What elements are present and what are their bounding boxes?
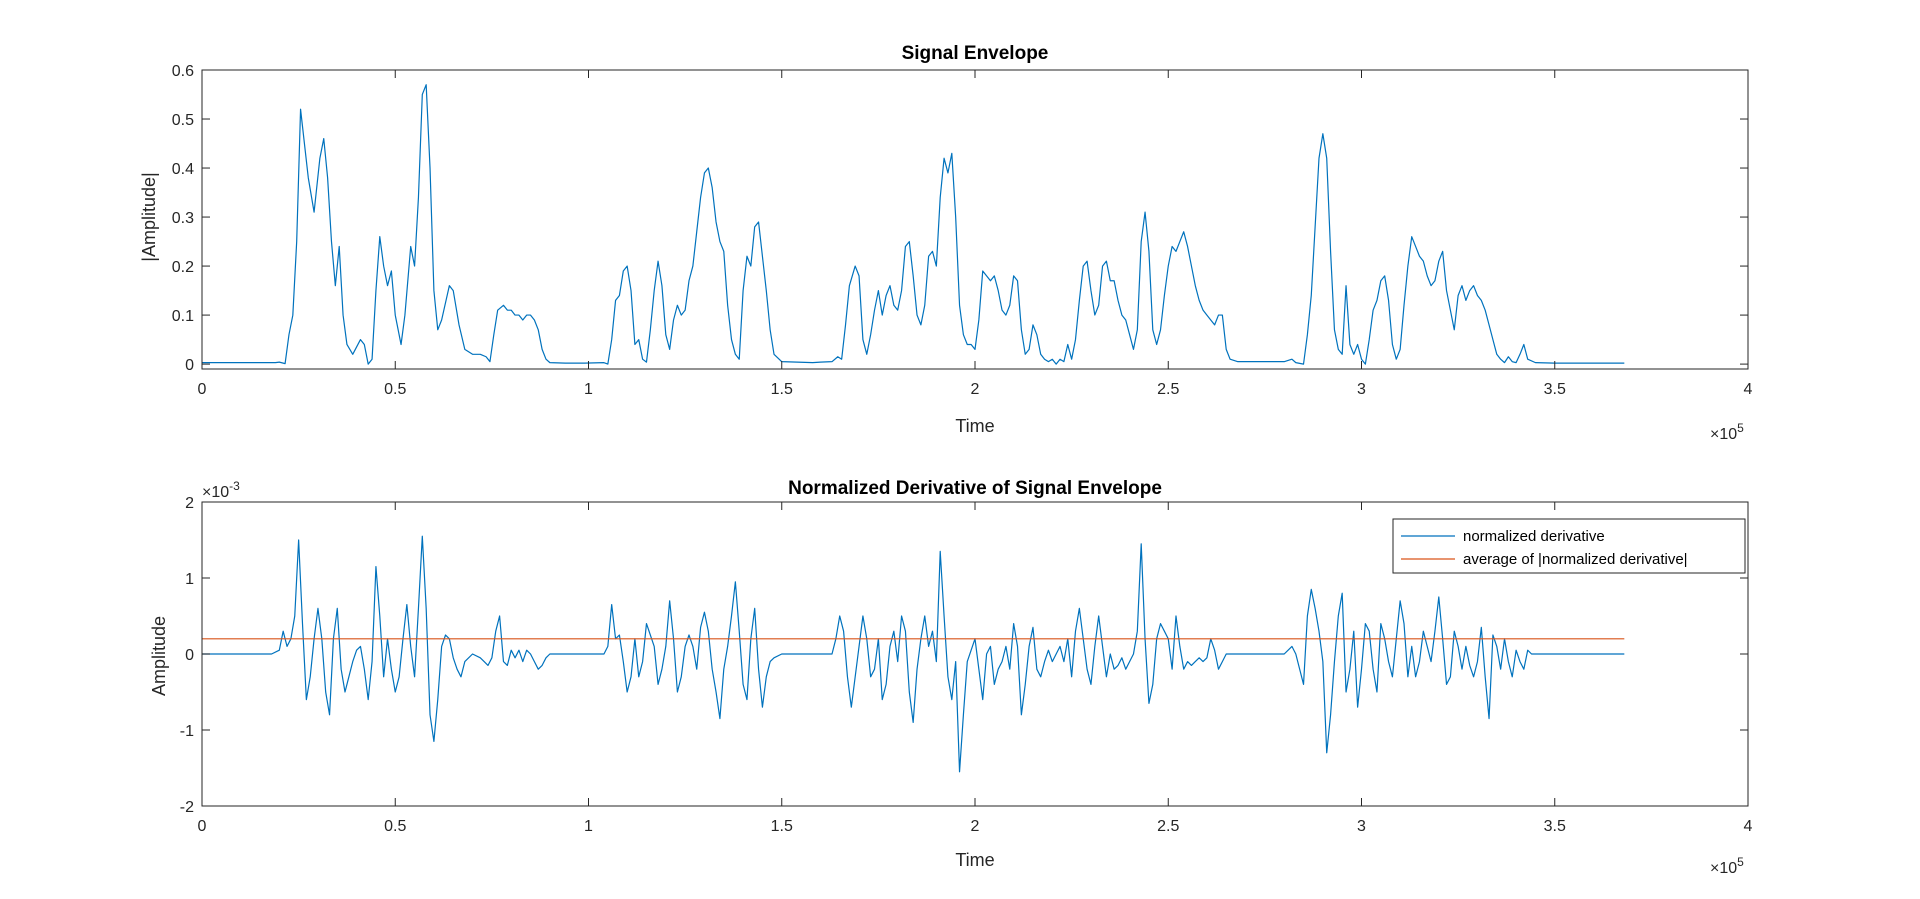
subplot-1-series: [202, 84, 1625, 365]
y-tick-label: 0.4: [172, 161, 194, 178]
subplot-2-ticks: 0 0.5 1 1.5 2 2.5 3 3.5 4 -2 -1 0 1 2: [180, 495, 1753, 835]
y-tick-label: 0.6: [172, 63, 194, 80]
series-line-2-1: [202, 535, 1625, 773]
x-tick-label: 1: [584, 818, 593, 835]
y-tick-label: 0.1: [172, 308, 194, 325]
x-tick-label: 3.5: [1544, 381, 1566, 398]
y-tick-label: -2: [180, 799, 194, 816]
x-tick-label: 0.5: [384, 818, 406, 835]
subplot-1-title: Signal Envelope: [902, 43, 1049, 64]
subplot-1-x-exponent: ×105: [1710, 421, 1744, 443]
subplot-2-ylabel: Amplitude: [149, 616, 169, 696]
x-tick-label: 1.5: [771, 381, 793, 398]
subplot-2-y-exponent: ×10-3: [202, 479, 240, 501]
subplot-1-ylabel: |Amplitude|: [139, 172, 159, 261]
x-tick-label: 0: [198, 818, 207, 835]
series-line-1-1: [202, 84, 1625, 365]
x-tick-label: 2.5: [1157, 818, 1179, 835]
subplot-2-title: Normalized Derivative of Signal Envelope: [788, 478, 1162, 499]
x-tick-label: 2.5: [1157, 381, 1179, 398]
y-tick-label: 0: [185, 647, 194, 664]
y-tick-label: -1: [180, 723, 194, 740]
subplot-2-x-exponent: ×105: [1710, 855, 1744, 877]
subplot-normalized-derivative: Normalized Derivative of Signal Envelope…: [149, 478, 1753, 877]
x-tick-label: 2: [971, 381, 980, 398]
subplot-signal-envelope: Signal Envelope 0 0.5 1 1.5 2 2.5 3 3.5 4 0 0.1 0.2…: [139, 43, 1753, 443]
x-tick-label: 4: [1744, 381, 1753, 398]
x-tick-label: 1.5: [771, 818, 793, 835]
subplot-2-xlabel: Time: [955, 850, 994, 870]
x-tick-label: 3: [1357, 381, 1366, 398]
y-tick-label: 0.3: [172, 210, 194, 227]
y-tick-label: 0.5: [172, 112, 194, 129]
x-tick-label: 0.5: [384, 381, 406, 398]
y-tick-label: 0.2: [172, 259, 194, 276]
y-tick-label: 0: [185, 357, 194, 374]
y-tick-label: 1: [185, 571, 194, 588]
legend-label-normalized-derivative: normalized derivative: [1463, 528, 1605, 545]
x-tick-label: 2: [971, 818, 980, 835]
subplot-2-series: [202, 535, 1625, 773]
subplot-1-xlabel: Time: [955, 416, 994, 436]
x-tick-label: 4: [1744, 818, 1753, 835]
x-tick-label: 1: [584, 381, 593, 398]
legend-label-average: average of |normalized derivative|: [1463, 551, 1688, 568]
legend-box: [1392, 518, 1746, 574]
subplot-2-legend: normalized derivative average of |normal…: [1392, 518, 1746, 574]
x-tick-label: 3: [1357, 818, 1366, 835]
y-tick-label: 2: [185, 495, 194, 512]
x-tick-label: 0: [198, 381, 207, 398]
x-tick-label: 3.5: [1544, 818, 1566, 835]
subplot-1-ticks: 0 0.5 1 1.5 2 2.5 3 3.5 4 0 0.1 0.2 0.3 0.4 0.5 0.6: [172, 63, 1753, 398]
